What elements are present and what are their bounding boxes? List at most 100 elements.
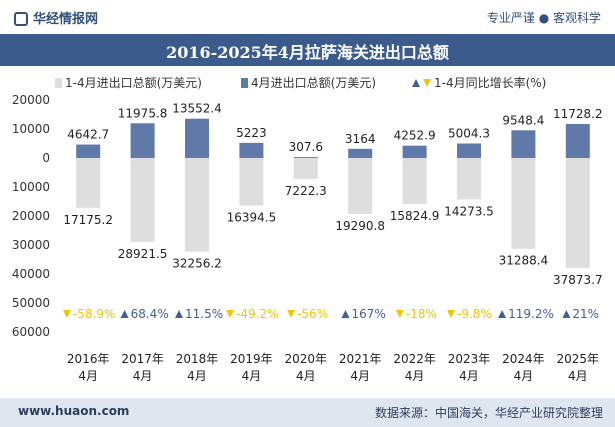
legend: 1-4月进出口总额(万美元) 4月进出口总额(万美元) 1-4月同比增长率(%) — [55, 75, 546, 90]
chart: 1-4月进出口总额(万美元) 4月进出口总额(万美元) 1-4月同比增长率(%) 2… — [12, 75, 603, 383]
label-cumulative: 15824.9 — [390, 209, 440, 223]
x-axis: 2016年 4月 2017年 4月 2018年 4月 2019年 4月 2020年 4月 2021年… — [67, 352, 599, 383]
chart-title: 2016-2025年4月拉萨海关进出口总额 — [166, 43, 449, 62]
x-tick-label-month: 4月 — [514, 369, 534, 383]
growth-label: 167% — [352, 307, 386, 321]
bar-cumulative — [402, 158, 427, 204]
data-source: 数据来源：中国海关，华经产业研究院整理 — [374, 406, 603, 420]
y-tick-label: 40000 — [12, 267, 50, 281]
bar-cumulative — [130, 158, 155, 242]
x-tick-label-year: 2020年 — [285, 352, 328, 366]
bar-cumulative — [76, 158, 101, 208]
growth-item: 21% — [562, 307, 599, 321]
bar-monthly — [511, 130, 536, 158]
growth-item: 119.2% — [498, 307, 554, 321]
x-tick-label-month: 4月 — [187, 369, 207, 383]
bar-monthly — [402, 145, 427, 158]
label-monthly: 5223 — [236, 126, 267, 140]
legend-marker-up — [412, 79, 420, 87]
growth-item: 68.4% — [120, 307, 169, 321]
growth-item: 167% — [341, 307, 386, 321]
growth-arrow-down-icon — [447, 310, 455, 318]
label-cumulative: 14273.5 — [444, 204, 494, 218]
x-tick-label-month: 4月 — [459, 369, 479, 383]
site-link[interactable]: www.huaon.com — [18, 404, 130, 418]
legend-marker-down — [423, 79, 431, 87]
label-monthly: 9548.4 — [502, 113, 544, 127]
x-tick-label-month: 4月 — [78, 369, 98, 383]
bar-monthly — [293, 157, 318, 158]
bar-monthly — [457, 143, 481, 158]
label-cumulative: 37873.7 — [553, 273, 603, 287]
x-tick-label-year: 2025年 — [557, 352, 600, 366]
legend-label-growth: 1-4月同比增长率(%) — [434, 75, 546, 90]
growth-arrow-down-icon — [226, 310, 235, 318]
label-cumulative: 28921.5 — [118, 247, 168, 261]
label-monthly: 4642.7 — [67, 128, 109, 142]
label-monthly: 3164 — [345, 132, 376, 146]
legend-swatch-cumulative — [55, 78, 62, 88]
growth-label: -18% — [406, 307, 437, 321]
x-tick-label-year: 2023年 — [448, 352, 491, 366]
growth-arrow-up-icon — [498, 310, 507, 318]
legend-label-cumulative: 1-4月进出口总额(万美元) — [65, 76, 202, 90]
growth-label: 21% — [572, 307, 599, 321]
y-tick-label: 10000 — [12, 122, 50, 136]
bar-monthly — [348, 148, 373, 158]
y-tick-label: 60000 — [12, 325, 50, 339]
label-monthly: 5004.3 — [448, 126, 490, 140]
bar-cumulative — [185, 158, 209, 252]
label-cumulative: 17175.2 — [63, 213, 113, 227]
growth-labels: -58.9% 68.4% 11.5% -49.2% -56% 167% -18% -9.8% 1… — [62, 307, 599, 321]
label-cumulative: 19290.8 — [335, 219, 385, 233]
x-tick-label-year: 2019年 — [230, 352, 273, 366]
x-tick-label-year: 2022年 — [393, 352, 436, 366]
footer: www.huaon.com 数据来源：中国海关，华经产业研究院整理 — [0, 398, 615, 427]
growth-arrow-down-icon — [287, 310, 296, 318]
label-cumulative: 31288.4 — [499, 254, 549, 268]
growth-item: -18% — [395, 307, 437, 321]
brand-logo[interactable]: 华经情报网 — [14, 8, 98, 27]
x-tick-label-month: 4月 — [296, 369, 316, 383]
bar-cumulative — [511, 158, 536, 249]
growth-item: -49.2% — [226, 307, 279, 321]
growth-item: 11.5% — [175, 307, 223, 321]
y-tick-label: 10000 — [12, 180, 50, 194]
growth-arrow-down-icon — [62, 310, 71, 318]
y-tick-label: 20000 — [12, 209, 50, 223]
growth-label: -49.2% — [236, 307, 278, 321]
x-tick-label-year: 2024年 — [502, 352, 545, 366]
x-tick-label-year: 2018年 — [176, 352, 219, 366]
bar-cumulative — [565, 158, 590, 268]
growth-arrow-up-icon — [120, 310, 129, 318]
y-tick-label: 30000 — [12, 238, 50, 252]
legend-label-monthly: 4月进出口总额(万美元) — [251, 76, 376, 90]
bar-cumulative — [239, 158, 264, 206]
top-bar: 华经情报网 专业严谨 ● 客观科学 — [0, 0, 615, 34]
y-tick-label: 50000 — [12, 296, 50, 310]
x-tick-label-month: 4月 — [568, 369, 588, 383]
brand-name: 华经情报网 — [33, 12, 99, 27]
x-tick-label-month: 4月 — [405, 369, 425, 383]
growth-arrow-up-icon — [175, 310, 183, 318]
growth-label: -56% — [297, 307, 328, 321]
bars — [76, 118, 590, 268]
bar-cumulative — [348, 158, 373, 214]
x-tick-label-month: 4月 — [133, 369, 153, 383]
x-tick-label-month: 4月 — [242, 369, 262, 383]
label-monthly: 307.6 — [289, 140, 323, 154]
growth-label: 11.5% — [185, 307, 223, 321]
label-monthly: 4252.9 — [394, 129, 436, 143]
bar-monthly — [239, 142, 264, 158]
bar-monthly — [565, 123, 590, 158]
label-cumulative: 32256.2 — [172, 257, 222, 271]
x-tick-label-year: 2017年 — [121, 352, 164, 366]
bar-cumulative — [293, 158, 318, 179]
y-axis: 20000 10000 0 10000 20000 30000 40000 50000 6000… — [12, 93, 50, 339]
growth-label: 119.2% — [508, 307, 554, 321]
growth-arrow-up-icon — [562, 310, 571, 318]
data-labels: 4642.7 17175.2 11975.8 28921.5 13552.4 32256.… — [63, 102, 602, 287]
label-monthly: 11975.8 — [118, 106, 168, 120]
x-tick-label-year: 2016年 — [67, 352, 110, 366]
label-cumulative: 16394.5 — [227, 211, 277, 225]
